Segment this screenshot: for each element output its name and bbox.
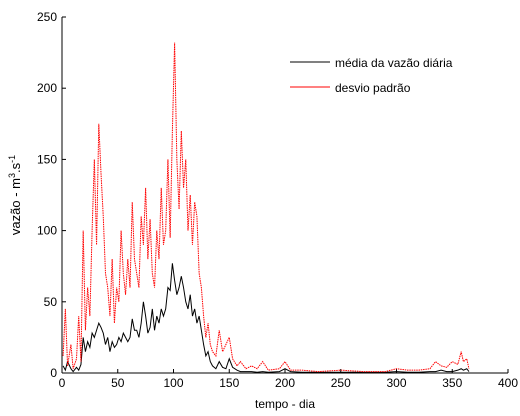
y-tick-label: 150 bbox=[37, 152, 57, 166]
x-tick-label: 0 bbox=[59, 376, 66, 390]
y-axis-label-part: vazão - m bbox=[8, 178, 23, 235]
y-axis-label-part: -1 bbox=[7, 155, 17, 163]
series-line bbox=[62, 42, 470, 373]
x-tick-label: 300 bbox=[386, 376, 406, 390]
x-tick-label: 150 bbox=[219, 376, 239, 390]
y-tick-label: 250 bbox=[37, 10, 57, 24]
series-line bbox=[62, 263, 470, 373]
y-axis-label-part: .s bbox=[8, 162, 23, 173]
x-tick-label: 250 bbox=[331, 376, 351, 390]
y-tick-label: 0 bbox=[50, 366, 57, 380]
legend-label: desvio padrão bbox=[335, 81, 411, 95]
x-axis-label: tempo - dia bbox=[255, 397, 315, 411]
x-tick-label: 50 bbox=[111, 376, 125, 390]
x-tick-label: 400 bbox=[498, 376, 518, 390]
y-tick-label: 100 bbox=[37, 224, 57, 238]
y-tick-label: 50 bbox=[44, 295, 58, 309]
legend-label: média da vazão diária bbox=[335, 56, 453, 70]
y-axis-label: vazão - m3.s-1 bbox=[7, 155, 23, 235]
y-axis-label-part: 3 bbox=[7, 173, 17, 178]
x-tick-label: 350 bbox=[442, 376, 462, 390]
y-tick-label: 200 bbox=[37, 81, 57, 95]
x-tick-label: 100 bbox=[163, 376, 183, 390]
x-tick-label: 200 bbox=[275, 376, 295, 390]
